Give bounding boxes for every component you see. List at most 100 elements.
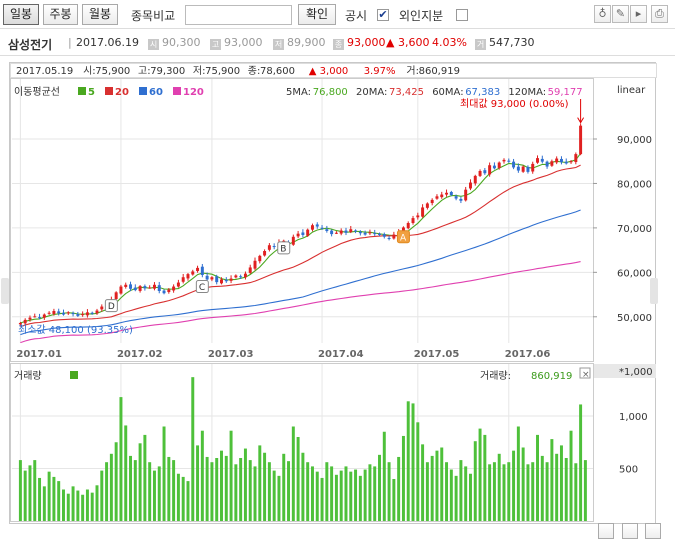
date-label: 2017.01 (16, 349, 62, 360)
cursor-icon[interactable]: ▸ (630, 5, 647, 23)
candle-body (550, 161, 554, 166)
volume-bar (215, 458, 219, 521)
stock-chart[interactable]: 2017.05.19 시: 75,900 고: 79,300 저: 75,900 종:… (10, 63, 657, 537)
candle-body (555, 158, 559, 163)
ma-legend-title: 이동평균선 (14, 86, 60, 98)
candle-body (358, 231, 362, 234)
volume-bar (277, 475, 281, 521)
candle-body (497, 162, 501, 168)
volume-bar (100, 470, 104, 521)
volume-bar (320, 477, 324, 521)
candle-body (263, 251, 267, 256)
info-line-volume: 860,919 (419, 66, 460, 77)
info-line-high: 79,300 (150, 66, 185, 77)
volume-bar (105, 462, 109, 521)
volume-bar (119, 397, 123, 521)
volume-close-box (579, 367, 591, 379)
candle-body (272, 246, 276, 248)
candle-body (425, 203, 429, 208)
volume-unit-bg (594, 364, 656, 378)
volume-bar (540, 455, 544, 521)
volume-bar (129, 455, 133, 521)
candle-body (464, 189, 468, 201)
candle-body (81, 314, 85, 316)
info-line-open-label: 시: (83, 65, 96, 77)
print-icon[interactable]: ⎙ (651, 5, 668, 23)
zoom-in-button[interactable] (598, 523, 614, 539)
candle-body (220, 279, 223, 284)
volume-bar (354, 469, 358, 521)
candle-body (71, 313, 75, 315)
tab-monthly[interactable]: 월봉 (82, 4, 118, 25)
volume-bar (425, 462, 429, 521)
candle-body (186, 274, 190, 279)
volume-bar (66, 493, 70, 521)
candle-body (167, 289, 171, 293)
zoom-out-button[interactable] (622, 523, 638, 539)
candle-body (564, 161, 568, 164)
candle-body (502, 159, 506, 162)
stock-name: 삼성전기 (8, 38, 53, 52)
volume-bar (454, 475, 458, 521)
volume-bar (339, 470, 343, 521)
marker-a: A (396, 230, 410, 244)
compare-input[interactable] (185, 5, 292, 25)
collapse-right-handle[interactable] (650, 278, 658, 304)
price-tick-label: 80,000 (617, 179, 652, 190)
info-line-volume-label: 거: (406, 65, 419, 77)
volume-bar (287, 461, 291, 521)
volume-bar (526, 464, 530, 521)
foreign-checkbox[interactable] (456, 9, 468, 21)
ma-value: 73,425 (389, 87, 424, 98)
open-icon: 시 (148, 39, 159, 50)
date-label: 2017.04 (318, 349, 364, 360)
volume-bar (358, 475, 362, 521)
reset-button[interactable] (645, 523, 661, 539)
candle-body (133, 287, 137, 291)
candle-body (157, 285, 161, 291)
candle-body (483, 170, 487, 174)
ma-value-label: 60MA: (432, 87, 463, 98)
quote-date: 2017.06.19 (76, 36, 139, 49)
candle-body (100, 306, 104, 310)
volume-icon: 거 (475, 39, 486, 50)
volume-bar (57, 481, 61, 521)
candle-body (387, 237, 391, 239)
volume-bar (109, 453, 113, 521)
notice-checkbox[interactable]: ✔ (377, 8, 389, 21)
collapse-left-handle[interactable] (1, 278, 9, 304)
volume-bar (440, 447, 444, 521)
lamp-icon[interactable]: ♁ (594, 5, 611, 23)
candle-body (392, 234, 396, 239)
pencil-icon[interactable]: ✎ (612, 5, 629, 23)
candle-body (334, 232, 338, 234)
volume-bar (330, 466, 334, 521)
volume-tick-label: 500 (619, 465, 638, 476)
info-line-change-pct: 3.97% (364, 66, 396, 77)
candle-body (416, 215, 420, 218)
volume-bar (210, 462, 214, 521)
confirm-button[interactable]: 확인 (298, 4, 336, 25)
volume-bar (181, 476, 185, 521)
volume-bar (18, 460, 22, 521)
candle-body (62, 312, 65, 315)
volume-bar (459, 460, 463, 521)
volume-bar (148, 462, 152, 521)
candle-body (234, 275, 238, 278)
candle-body (152, 284, 156, 289)
candle-body (536, 158, 539, 163)
close-icon: 종 (333, 39, 344, 50)
volume-bar (378, 454, 381, 521)
info-line-low: 75,900 (205, 66, 240, 77)
tab-daily[interactable]: 일봉 (3, 4, 39, 25)
marker-label: A (400, 233, 407, 243)
ma-legend-swatch-60 (139, 87, 147, 95)
volume-bar (239, 458, 243, 521)
candle-body (215, 276, 219, 283)
volume-bar (411, 403, 415, 521)
ma-value: 76,800 (313, 87, 348, 98)
volume-bar (42, 486, 46, 521)
tab-weekly[interactable]: 주봉 (43, 4, 78, 25)
volume-bar (550, 439, 554, 521)
volume-bar (85, 489, 89, 521)
